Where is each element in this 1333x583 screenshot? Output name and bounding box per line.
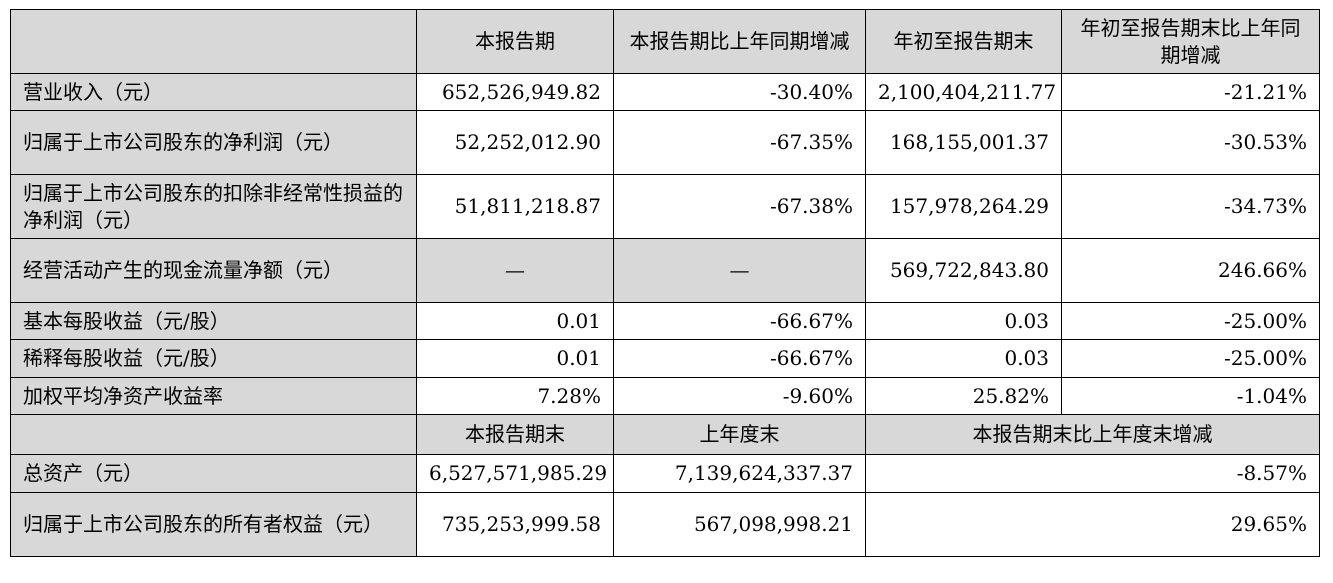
cell-current-period-yoy: -67.38% xyxy=(613,174,866,239)
cell-prior-year-end: 7,139,624,337.37 xyxy=(613,454,866,493)
cell-period-end-change: 29.65% xyxy=(865,492,1320,557)
cell-current-period: 7.28% xyxy=(416,377,614,415)
cell-current-period: 652,526,949.82 xyxy=(416,73,614,111)
header-current-period: 本报告期 xyxy=(416,9,614,74)
cell-current-period: — xyxy=(416,238,614,303)
cell-ytd: 25.82% xyxy=(865,377,1062,415)
header2-empty-cell xyxy=(10,414,417,455)
row-label: 归属于上市公司股东的扣除非经常性损益的净利润（元） xyxy=(10,174,417,239)
table-row: 稀释每股收益（元/股） 0.01 -66.67% 0.03 -25.00% xyxy=(10,339,1320,378)
row-label: 归属于上市公司股东的净利润（元） xyxy=(10,110,417,175)
cell-current-period-yoy: -66.67% xyxy=(613,302,866,340)
cell-period-end: 735,253,999.58 xyxy=(416,492,614,557)
table-row: 经营活动产生的现金流量净额（元） — — 569,722,843.80 246.… xyxy=(10,238,1320,303)
header-empty-cell xyxy=(10,9,417,74)
cell-ytd: 0.03 xyxy=(865,339,1062,378)
cell-ytd-yoy: -30.53% xyxy=(1061,110,1320,175)
cell-current-period: 0.01 xyxy=(416,302,614,340)
cell-current-period-yoy: — xyxy=(613,238,866,303)
row-label: 基本每股收益（元/股） xyxy=(10,302,417,340)
cell-current-period-yoy: -30.40% xyxy=(613,73,866,111)
cell-current-period-yoy: -66.67% xyxy=(613,339,866,378)
cell-prior-year-end: 567,098,998.21 xyxy=(613,492,866,557)
table-row: 归属于上市公司股东的所有者权益（元） 735,253,999.58 567,09… xyxy=(10,492,1320,557)
header-prior-year-end: 上年度末 xyxy=(613,414,866,455)
row-label: 营业收入（元） xyxy=(10,73,417,111)
cell-ytd: 569,722,843.80 xyxy=(865,238,1062,303)
cell-current-period: 52,252,012.90 xyxy=(416,110,614,175)
header-current-period-yoy: 本报告期比上年同期增减 xyxy=(613,9,866,74)
row-label: 稀释每股收益（元/股） xyxy=(10,339,417,378)
cell-ytd-yoy: -21.21% xyxy=(1061,73,1320,111)
cell-current-period: 0.01 xyxy=(416,339,614,378)
table-row: 基本每股收益（元/股） 0.01 -66.67% 0.03 -25.00% xyxy=(10,302,1320,340)
header-row-2: 本报告期末 上年度末 本报告期末比上年度末增减 xyxy=(10,414,1320,455)
cell-ytd: 168,155,001.37 xyxy=(865,110,1062,175)
table-row: 营业收入（元） 652,526,949.82 -30.40% 2,100,404… xyxy=(10,73,1320,111)
cell-ytd-yoy: -25.00% xyxy=(1061,339,1320,378)
cell-current-period: 51,811,218.87 xyxy=(416,174,614,239)
header-period-end-change: 本报告期末比上年度末增减 xyxy=(865,414,1320,455)
cell-ytd-yoy: -1.04% xyxy=(1061,377,1320,415)
cell-ytd-yoy: 246.66% xyxy=(1061,238,1320,303)
table-row: 加权平均净资产收益率 7.28% -9.60% 25.82% -1.04% xyxy=(10,377,1320,415)
cell-ytd-yoy: -25.00% xyxy=(1061,302,1320,340)
table-row: 归属于上市公司股东的净利润（元） 52,252,012.90 -67.35% 1… xyxy=(10,110,1320,175)
header-ytd-yoy: 年初至报告期末比上年同期增减 xyxy=(1061,9,1320,74)
header-row: 本报告期 本报告期比上年同期增减 年初至报告期末 年初至报告期末比上年同期增减 xyxy=(10,9,1320,74)
cell-period-end: 6,527,571,985.29 xyxy=(416,454,614,493)
row-label: 总资产（元） xyxy=(10,454,417,493)
row-label: 归属于上市公司股东的所有者权益（元） xyxy=(10,492,417,557)
cell-ytd: 0.03 xyxy=(865,302,1062,340)
table-row: 归属于上市公司股东的扣除非经常性损益的净利润（元） 51,811,218.87 … xyxy=(10,174,1320,239)
financial-summary-table: 本报告期 本报告期比上年同期增减 年初至报告期末 年初至报告期末比上年同期增减 … xyxy=(10,9,1320,557)
cell-ytd: 2,100,404,211.77 xyxy=(865,73,1062,111)
cell-period-end-change: -8.57% xyxy=(865,454,1320,493)
table-row: 总资产（元） 6,527,571,985.29 7,139,624,337.37… xyxy=(10,454,1320,493)
cell-ytd: 157,978,264.29 xyxy=(865,174,1062,239)
header-period-end: 本报告期末 xyxy=(416,414,614,455)
header-ytd: 年初至报告期末 xyxy=(865,9,1062,74)
row-label: 加权平均净资产收益率 xyxy=(10,377,417,415)
cell-current-period-yoy: -67.35% xyxy=(613,110,866,175)
row-label: 经营活动产生的现金流量净额（元） xyxy=(10,238,417,303)
cell-current-period-yoy: -9.60% xyxy=(613,377,866,415)
cell-ytd-yoy: -34.73% xyxy=(1061,174,1320,239)
